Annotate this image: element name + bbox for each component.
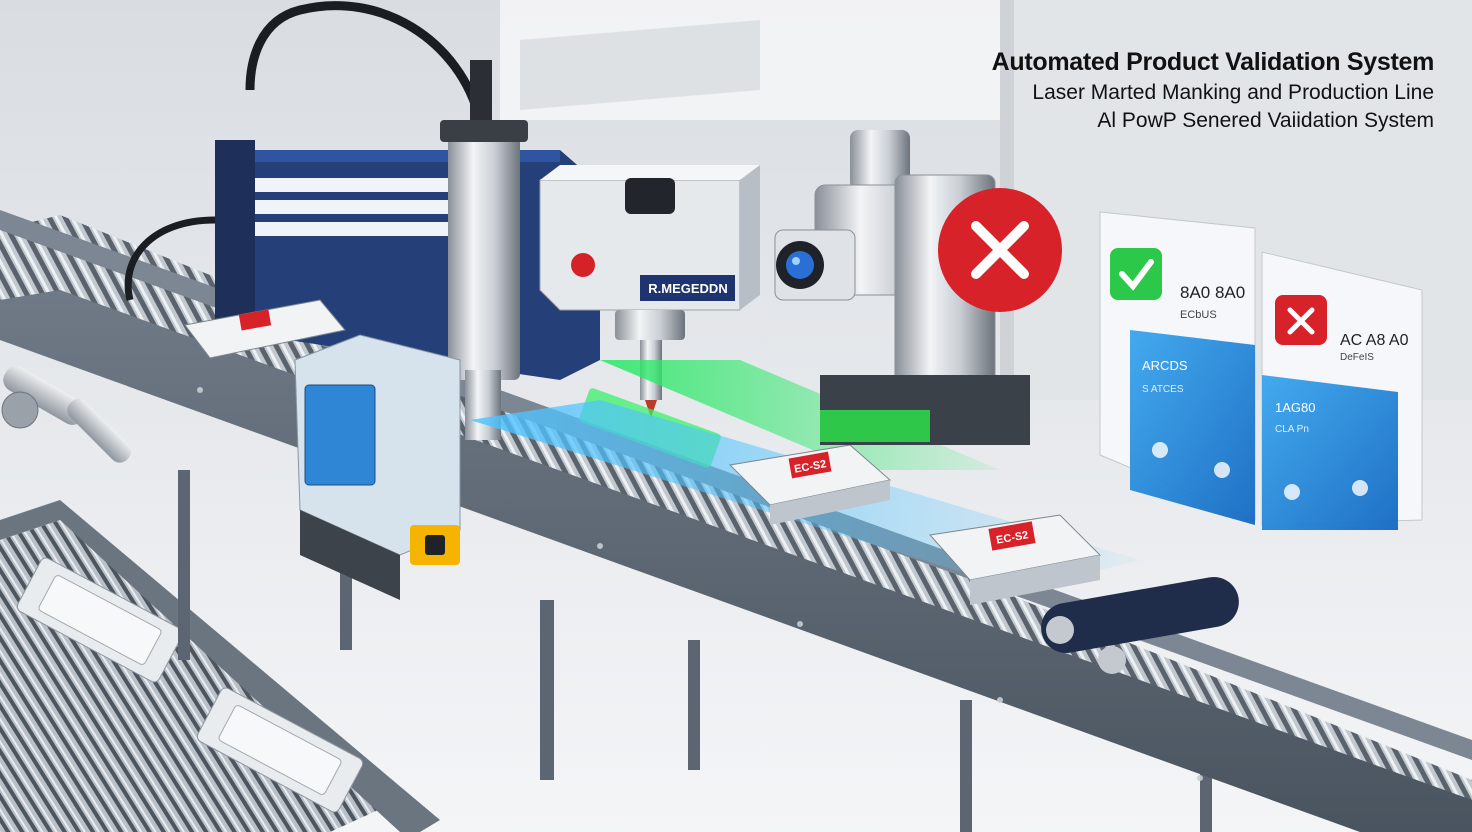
page-title: Automated Product Validation System	[991, 48, 1435, 76]
laser-spindle	[440, 60, 528, 440]
emergency-stop-button	[571, 253, 595, 277]
laser-brand-label: R.MEGEDDN	[648, 281, 727, 296]
fail-validation-screen: AC A8 A0 DeFeIS 1AG80 CLA Pn	[1261, 251, 1423, 530]
page-subtitle: Laser Marted Manking and Production Line	[1032, 81, 1434, 104]
product-label: EC-S2	[995, 529, 1029, 546]
title-block: Automated Product Validation System Lase…	[991, 48, 1435, 133]
pass-validation-screen: 8A0 8A0 ECbUS ARCDS S ATCES	[1099, 211, 1256, 525]
pass-status-line: ECbUS	[1180, 309, 1217, 321]
product-left	[184, 299, 346, 359]
fail-status-line: DeFeIS	[1340, 352, 1374, 363]
pass-overlay-sub: S ATCES	[1142, 384, 1184, 395]
pass-overlay-title: ARCDS	[1142, 358, 1188, 373]
secondary-conveyor	[0, 500, 440, 832]
laser-marking-head: R.MEGEDDN	[539, 165, 760, 418]
product-right: EC-S2	[929, 514, 1102, 605]
fail-overlay-sub: CLA Pn	[1275, 424, 1309, 435]
product-label: EC-S2	[793, 458, 827, 475]
laser-brand-plate	[640, 275, 735, 301]
product-middle: EC-S2	[728, 444, 892, 525]
vision-enclosure	[294, 334, 461, 600]
pass-check-icon	[1110, 248, 1162, 300]
page-subtitle-secondary: Al PowP Senered Vaiidation System	[1097, 109, 1434, 132]
robotic-arm	[1, 366, 132, 463]
pass-code: 8A0 8A0	[1180, 283, 1245, 302]
inspection-camera	[774, 130, 1062, 445]
power-cable	[245, 1, 485, 122]
conveyor-end-roller	[1041, 576, 1239, 674]
fail-overlay-title: 1AG80	[1275, 400, 1315, 415]
fail-code: AC A8 A0	[1340, 332, 1409, 349]
